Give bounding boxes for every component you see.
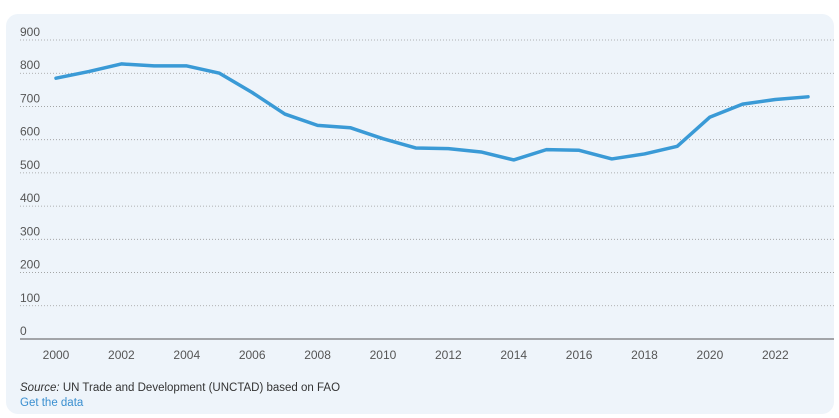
x-tick-label: 2002 xyxy=(108,348,135,362)
x-tick-label: 2022 xyxy=(762,348,789,362)
x-tick-label: 2012 xyxy=(435,348,462,362)
y-tick-label: 200 xyxy=(20,258,40,272)
y-tick-label: 600 xyxy=(20,125,40,139)
x-tick-label: 2006 xyxy=(239,348,266,362)
x-tick-label: 2000 xyxy=(43,348,70,362)
x-tick-label: 2014 xyxy=(500,348,527,362)
y-axis-ticks: 0 100 200 300 400 500 600 700 800 900 xyxy=(20,25,40,338)
y-tick-label: 700 xyxy=(20,91,40,105)
x-tick-label: 2010 xyxy=(370,348,397,362)
y-tick-label: 500 xyxy=(20,158,40,172)
x-tick-label: 2018 xyxy=(631,348,658,362)
x-tick-label: 2008 xyxy=(304,348,331,362)
y-tick-label: 100 xyxy=(20,291,40,305)
source-text: UN Trade and Development (UNCTAD) based … xyxy=(59,382,341,394)
y-tick-label: 900 xyxy=(20,25,40,39)
get-the-data-link[interactable]: Get the data xyxy=(20,397,84,408)
source-note: Source: UN Trade and Development (UNCTAD… xyxy=(20,381,340,396)
x-tick-label: 2004 xyxy=(173,348,200,362)
source-prefix: Source: xyxy=(20,382,60,394)
y-tick-label: 300 xyxy=(20,224,40,238)
x-axis-ticks: 2000 2002 2004 2006 2008 2010 2012 2014 2016 2018… xyxy=(43,348,789,362)
y-tick-label: 400 xyxy=(20,191,40,205)
x-tick-label: 2020 xyxy=(697,348,724,362)
series-layer xyxy=(54,62,810,162)
series-line xyxy=(54,62,810,162)
chart-footer: Source: UN Trade and Development (UNCTAD… xyxy=(20,381,340,408)
y-tick-label: 0 xyxy=(20,324,27,338)
gridlines xyxy=(20,39,834,340)
chart-panel xyxy=(6,14,834,414)
x-tick-label: 2016 xyxy=(566,348,593,362)
y-tick-label: 800 xyxy=(20,58,40,72)
